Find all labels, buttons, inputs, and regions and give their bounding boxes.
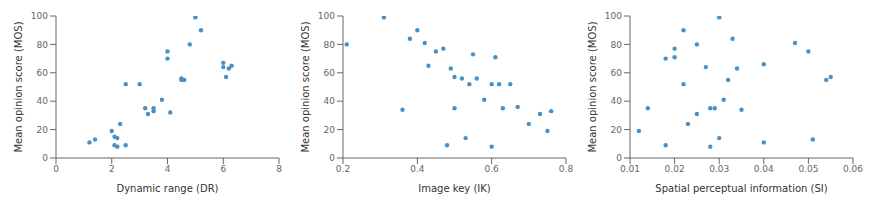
svg-text:80: 80 — [611, 40, 623, 50]
svg-text:100: 100 — [605, 11, 622, 21]
svg-text:80: 80 — [324, 40, 336, 50]
svg-text:6: 6 — [220, 164, 226, 174]
svg-text:40: 40 — [324, 96, 336, 106]
svg-text:40: 40 — [611, 96, 623, 106]
svg-text:0.06: 0.06 — [843, 164, 863, 174]
svg-text:0.01: 0.01 — [620, 164, 640, 174]
svg-text:20: 20 — [324, 125, 336, 135]
svg-text:Image key (IK): Image key (IK) — [418, 183, 491, 194]
svg-text:0.04: 0.04 — [754, 164, 774, 174]
svg-text:8: 8 — [276, 164, 282, 174]
svg-text:0: 0 — [329, 153, 335, 163]
svg-text:Mean opinion score (MOS): Mean opinion score (MOS) — [13, 21, 24, 152]
svg-text:60: 60 — [37, 68, 49, 78]
svg-text:100: 100 — [31, 11, 48, 21]
svg-text:40: 40 — [37, 96, 49, 106]
svg-text:60: 60 — [324, 68, 336, 78]
svg-text:0.03: 0.03 — [709, 164, 729, 174]
svg-text:0: 0 — [42, 153, 48, 163]
svg-text:0.02: 0.02 — [665, 164, 685, 174]
svg-text:0: 0 — [53, 164, 59, 174]
svg-text:20: 20 — [37, 125, 49, 135]
svg-text:0.6: 0.6 — [485, 164, 500, 174]
svg-text:0.05: 0.05 — [798, 164, 818, 174]
svg-text:0.4: 0.4 — [410, 164, 425, 174]
svg-text:Dynamic range (DR): Dynamic range (DR) — [117, 183, 219, 194]
svg-text:0.2: 0.2 — [336, 164, 350, 174]
svg-text:Mean opinion score (MOS): Mean opinion score (MOS) — [300, 21, 311, 152]
svg-text:2: 2 — [109, 164, 115, 174]
svg-text:0: 0 — [616, 153, 622, 163]
svg-text:0.8: 0.8 — [559, 164, 574, 174]
svg-text:Mean opinion score (MOS): Mean opinion score (MOS) — [587, 21, 598, 152]
svg-text:100: 100 — [318, 11, 335, 21]
svg-text:4: 4 — [165, 164, 171, 174]
svg-text:80: 80 — [37, 40, 49, 50]
svg-text:60: 60 — [611, 68, 623, 78]
svg-text:20: 20 — [611, 125, 623, 135]
svg-text:Spatial perceptual information: Spatial perceptual information (SI) — [655, 183, 827, 194]
